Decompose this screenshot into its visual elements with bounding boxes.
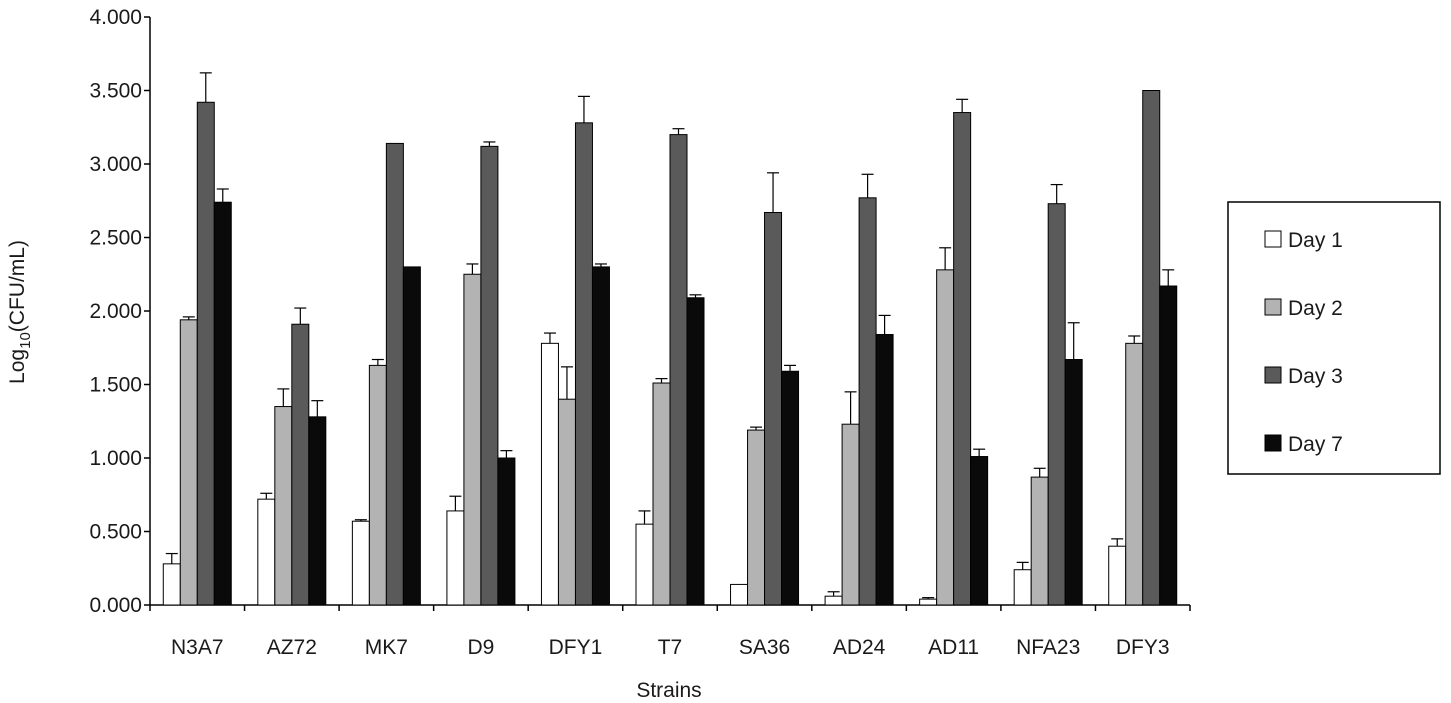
x-tick-label: MK7 [365, 636, 408, 659]
x-tick-label: T7 [658, 636, 683, 659]
bar [730, 583, 749, 606]
bar [919, 598, 938, 606]
x-tick-label: DFY1 [549, 636, 603, 659]
bar [540, 342, 559, 606]
bar [557, 398, 576, 606]
y-tick-label: 4.000 [89, 6, 142, 29]
legend-label: Day 2 [1288, 297, 1343, 320]
y-axis-title: Log10(CFU/mL) [6, 240, 34, 384]
y-tick-label: 0.500 [89, 521, 142, 544]
bar [764, 212, 783, 606]
legend-swatch [1264, 298, 1282, 316]
bar [308, 416, 327, 606]
x-tick-label: NFA23 [1016, 636, 1080, 659]
x-tick-label: N3A7 [171, 636, 224, 659]
x-axis-title: Strains [636, 679, 701, 702]
bar [1142, 90, 1161, 606]
bar [841, 423, 860, 606]
legend-label: Day 7 [1288, 433, 1343, 456]
bar [686, 297, 705, 606]
bar [747, 429, 766, 606]
bar [970, 456, 989, 606]
bar [291, 323, 310, 606]
bars [162, 72, 1178, 606]
y-axis: 0.000 0.500 1.000 1.500 2.000 2.500 3.000 3.500… [89, 6, 151, 617]
bar [368, 364, 387, 606]
x-tick-label: SA36 [739, 636, 790, 659]
bar [385, 142, 404, 606]
y-axis-title-main: Log [6, 349, 29, 384]
bar [635, 523, 654, 606]
y-tick-label: 1.500 [89, 374, 142, 397]
bar [196, 101, 215, 606]
legend-label: Day 3 [1288, 365, 1343, 388]
y-tick-label: 1.000 [89, 447, 142, 470]
y-tick-label: 2.500 [89, 227, 142, 250]
bar [936, 269, 955, 606]
y-tick-label: 2.000 [89, 300, 142, 323]
y-axis-title-tail: (CFU/mL) [6, 240, 29, 332]
legend-box [1227, 201, 1441, 475]
bar [824, 595, 843, 606]
bar [162, 563, 181, 606]
bar [446, 510, 465, 606]
bar [351, 520, 370, 606]
bar [1013, 569, 1032, 606]
y-tick-label: 0.000 [89, 594, 142, 617]
bar [1125, 342, 1144, 606]
bar [213, 201, 232, 606]
bar [574, 122, 593, 606]
bar [1030, 476, 1049, 606]
bar [257, 498, 276, 606]
bar [652, 382, 671, 606]
bar [1047, 203, 1066, 606]
x-tick-label: AZ72 [267, 636, 317, 659]
bar [274, 406, 293, 606]
y-tick-label: 3.500 [89, 80, 142, 103]
bar [953, 112, 972, 606]
bar [1159, 285, 1178, 606]
bar [1108, 545, 1127, 606]
bar [497, 457, 516, 606]
legend-swatch [1264, 230, 1282, 248]
bar [480, 145, 499, 606]
bar [591, 266, 610, 606]
legend-swatch [1264, 366, 1282, 384]
bar [781, 370, 800, 606]
bar [669, 134, 688, 606]
legend: Day 1 Day 2 Day 3 Day 7 [1227, 201, 1441, 475]
legend-swatch [1264, 434, 1282, 452]
bar [1064, 359, 1083, 606]
legend-label: Day 1 [1288, 229, 1343, 252]
y-tick-label: 3.000 [89, 153, 142, 176]
x-tick-label: AD11 [928, 636, 979, 659]
x-axis: N3A7 AZ72 MK7 D9 DFY1 T7 SA36 AD24 AD11 NFA23 DFY3 [149, 604, 1191, 659]
x-tick-label: AD24 [833, 636, 886, 659]
bar [402, 266, 421, 606]
x-tick-label: D9 [467, 636, 494, 659]
bar [463, 273, 482, 606]
bar [875, 334, 894, 606]
bar [179, 319, 198, 606]
x-tick-label: DFY3 [1116, 636, 1170, 659]
y-axis-title-subscript: 10 [17, 332, 34, 349]
bar [858, 197, 877, 606]
